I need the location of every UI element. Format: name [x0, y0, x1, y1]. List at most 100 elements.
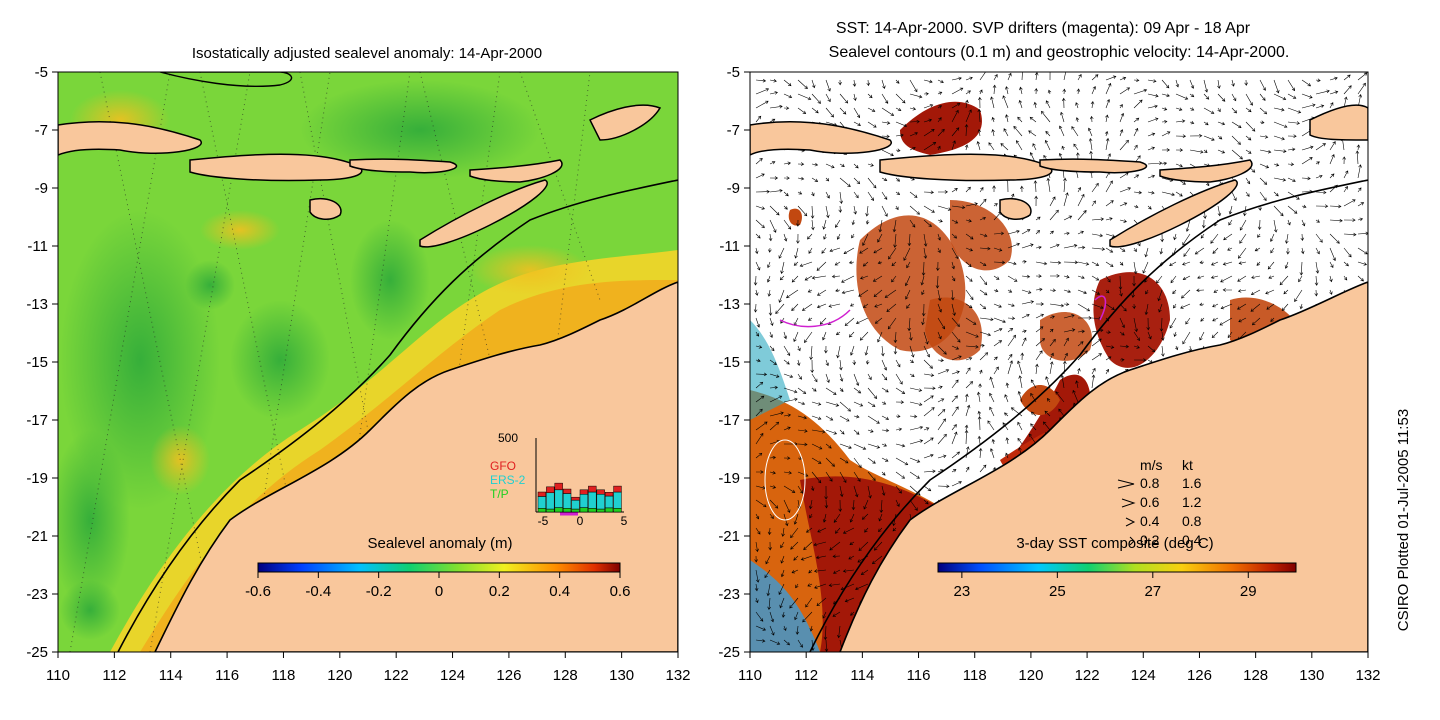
svp-drifter-track — [1094, 295, 1107, 321]
lon-tick-label: 124 — [1131, 667, 1156, 684]
velocity-arrow — [1077, 230, 1084, 235]
velocity-arrow — [881, 79, 886, 90]
velocity-arrow — [937, 358, 944, 363]
velocity-arrow — [1021, 243, 1034, 249]
velocity-arrow — [1200, 317, 1205, 322]
velocity-arrow — [829, 247, 841, 253]
sst-colorbar-bar — [937, 562, 1297, 573]
velocity-arrow — [867, 429, 874, 433]
velocity-arrow — [853, 387, 862, 394]
velocity-arrow — [1063, 177, 1067, 193]
velocity-arrow — [778, 247, 785, 259]
velocity-arrow — [1075, 380, 1079, 389]
velocity-arrow — [1273, 93, 1287, 101]
velocity-arrow — [755, 317, 761, 328]
velocity-arrow — [1251, 317, 1261, 326]
velocity-arrow — [1329, 275, 1333, 283]
velocity-arrow — [1087, 127, 1093, 137]
velocity-arrow — [1063, 260, 1079, 265]
colorbar-tick-label: -0.4 — [305, 583, 331, 600]
velocity-arrow — [1343, 261, 1349, 267]
velocity-arrow — [1329, 233, 1340, 244]
velocity-arrow — [874, 317, 883, 324]
velocity-arrow — [993, 303, 1002, 308]
velocity-arrow — [1091, 247, 1106, 251]
velocity-arrow — [789, 597, 799, 609]
velocity-arrow — [797, 93, 812, 101]
velocity-arrow — [1105, 200, 1114, 207]
velocity-arrow — [923, 92, 929, 96]
velocity-arrow — [881, 428, 890, 433]
velocity-arrow — [951, 76, 962, 81]
right-map-area: m/s kt 0.8 1.6 0.6 1.2 0.4 0.8 0.2 0.4 3-day SS… — [750, 72, 1368, 652]
velocity-arrow — [1049, 361, 1054, 375]
velocity-kt-value: 1.2 — [1182, 494, 1202, 510]
velocity-arrow — [780, 541, 785, 549]
velocity-arrow — [1223, 233, 1233, 241]
velocity-arrow — [769, 91, 778, 95]
inset-ymax-label: 500 — [498, 431, 518, 445]
velocity-arrow — [1161, 131, 1171, 137]
velocity-arrow — [765, 555, 771, 565]
inset-bar-gfo — [546, 486, 555, 494]
velocity-arrow — [797, 471, 809, 477]
inset-xtick: 5 — [621, 514, 628, 528]
velocity-arrow — [1357, 275, 1364, 282]
lesser-sunda-island — [879, 153, 1053, 182]
track-count-inset: 500 GFO ERS-2 T/P -5 0 5 — [490, 431, 628, 528]
velocity-ms-value: 0.6 — [1140, 494, 1160, 510]
velocity-arrow — [1007, 72, 1012, 81]
flores-island — [349, 158, 458, 174]
velocity-arrow — [1105, 356, 1112, 361]
velocity-arrow — [1019, 86, 1023, 95]
velocity-arrow — [867, 121, 877, 128]
velocity-arrow — [755, 331, 760, 337]
velocity-arrow — [937, 454, 947, 459]
velocity-arrow — [769, 411, 784, 417]
velocity-arrow — [775, 303, 785, 315]
velocity-arrow — [1013, 125, 1023, 137]
velocity-arrow — [874, 303, 883, 308]
lat-tick-label: -21 — [718, 528, 740, 545]
colorbar-tick-label: 25 — [1049, 583, 1066, 600]
velocity-arrow — [867, 387, 878, 399]
velocity-unit-kt: kt — [1182, 457, 1193, 473]
velocity-arrow — [1238, 247, 1247, 259]
velocity-arrow — [1173, 303, 1177, 309]
velocity-arrow — [755, 639, 766, 643]
velocity-arrow — [909, 79, 918, 93]
velocity-arrow — [895, 79, 900, 84]
velocity-arrow — [783, 205, 788, 210]
velocity-arrow — [813, 569, 827, 573]
velocity-arrow — [951, 424, 957, 431]
velocity-arrow — [839, 415, 850, 422]
velocity-arrow — [807, 317, 813, 321]
velocity-arrow — [783, 499, 791, 513]
velocity-arrow — [1119, 331, 1125, 336]
lon-tick-label: 118 — [271, 667, 295, 684]
velocity-arrow — [873, 541, 883, 551]
velocity-arrow — [1007, 303, 1015, 307]
velocity-arrow — [1329, 289, 1333, 295]
velocity-arrow — [1028, 433, 1037, 445]
velocity-arrow — [895, 177, 901, 182]
velocity-arrow — [1049, 230, 1054, 235]
velocity-arrow — [1030, 379, 1037, 389]
velocity-arrow — [895, 471, 906, 479]
velocity-arrow — [1077, 187, 1081, 193]
velocity-arrow — [823, 233, 827, 240]
velocity-arrow — [979, 352, 989, 361]
velocity-arrow — [1157, 289, 1163, 302]
velocity-arrow — [1244, 79, 1248, 86]
velocity-arrow — [769, 188, 783, 193]
lat-tick-label: -5 — [35, 64, 48, 81]
velocity-arrow — [965, 381, 974, 389]
velocity-arrow — [888, 247, 897, 260]
velocity-arrow — [1173, 331, 1177, 338]
velocity-arrow — [1044, 139, 1051, 151]
lat-tick-label: -15 — [26, 354, 48, 371]
velocity-arrow — [1133, 261, 1138, 275]
velocity-arrow — [839, 93, 849, 104]
velocity-arrow — [993, 340, 1003, 347]
velocity-arrow — [825, 471, 833, 482]
